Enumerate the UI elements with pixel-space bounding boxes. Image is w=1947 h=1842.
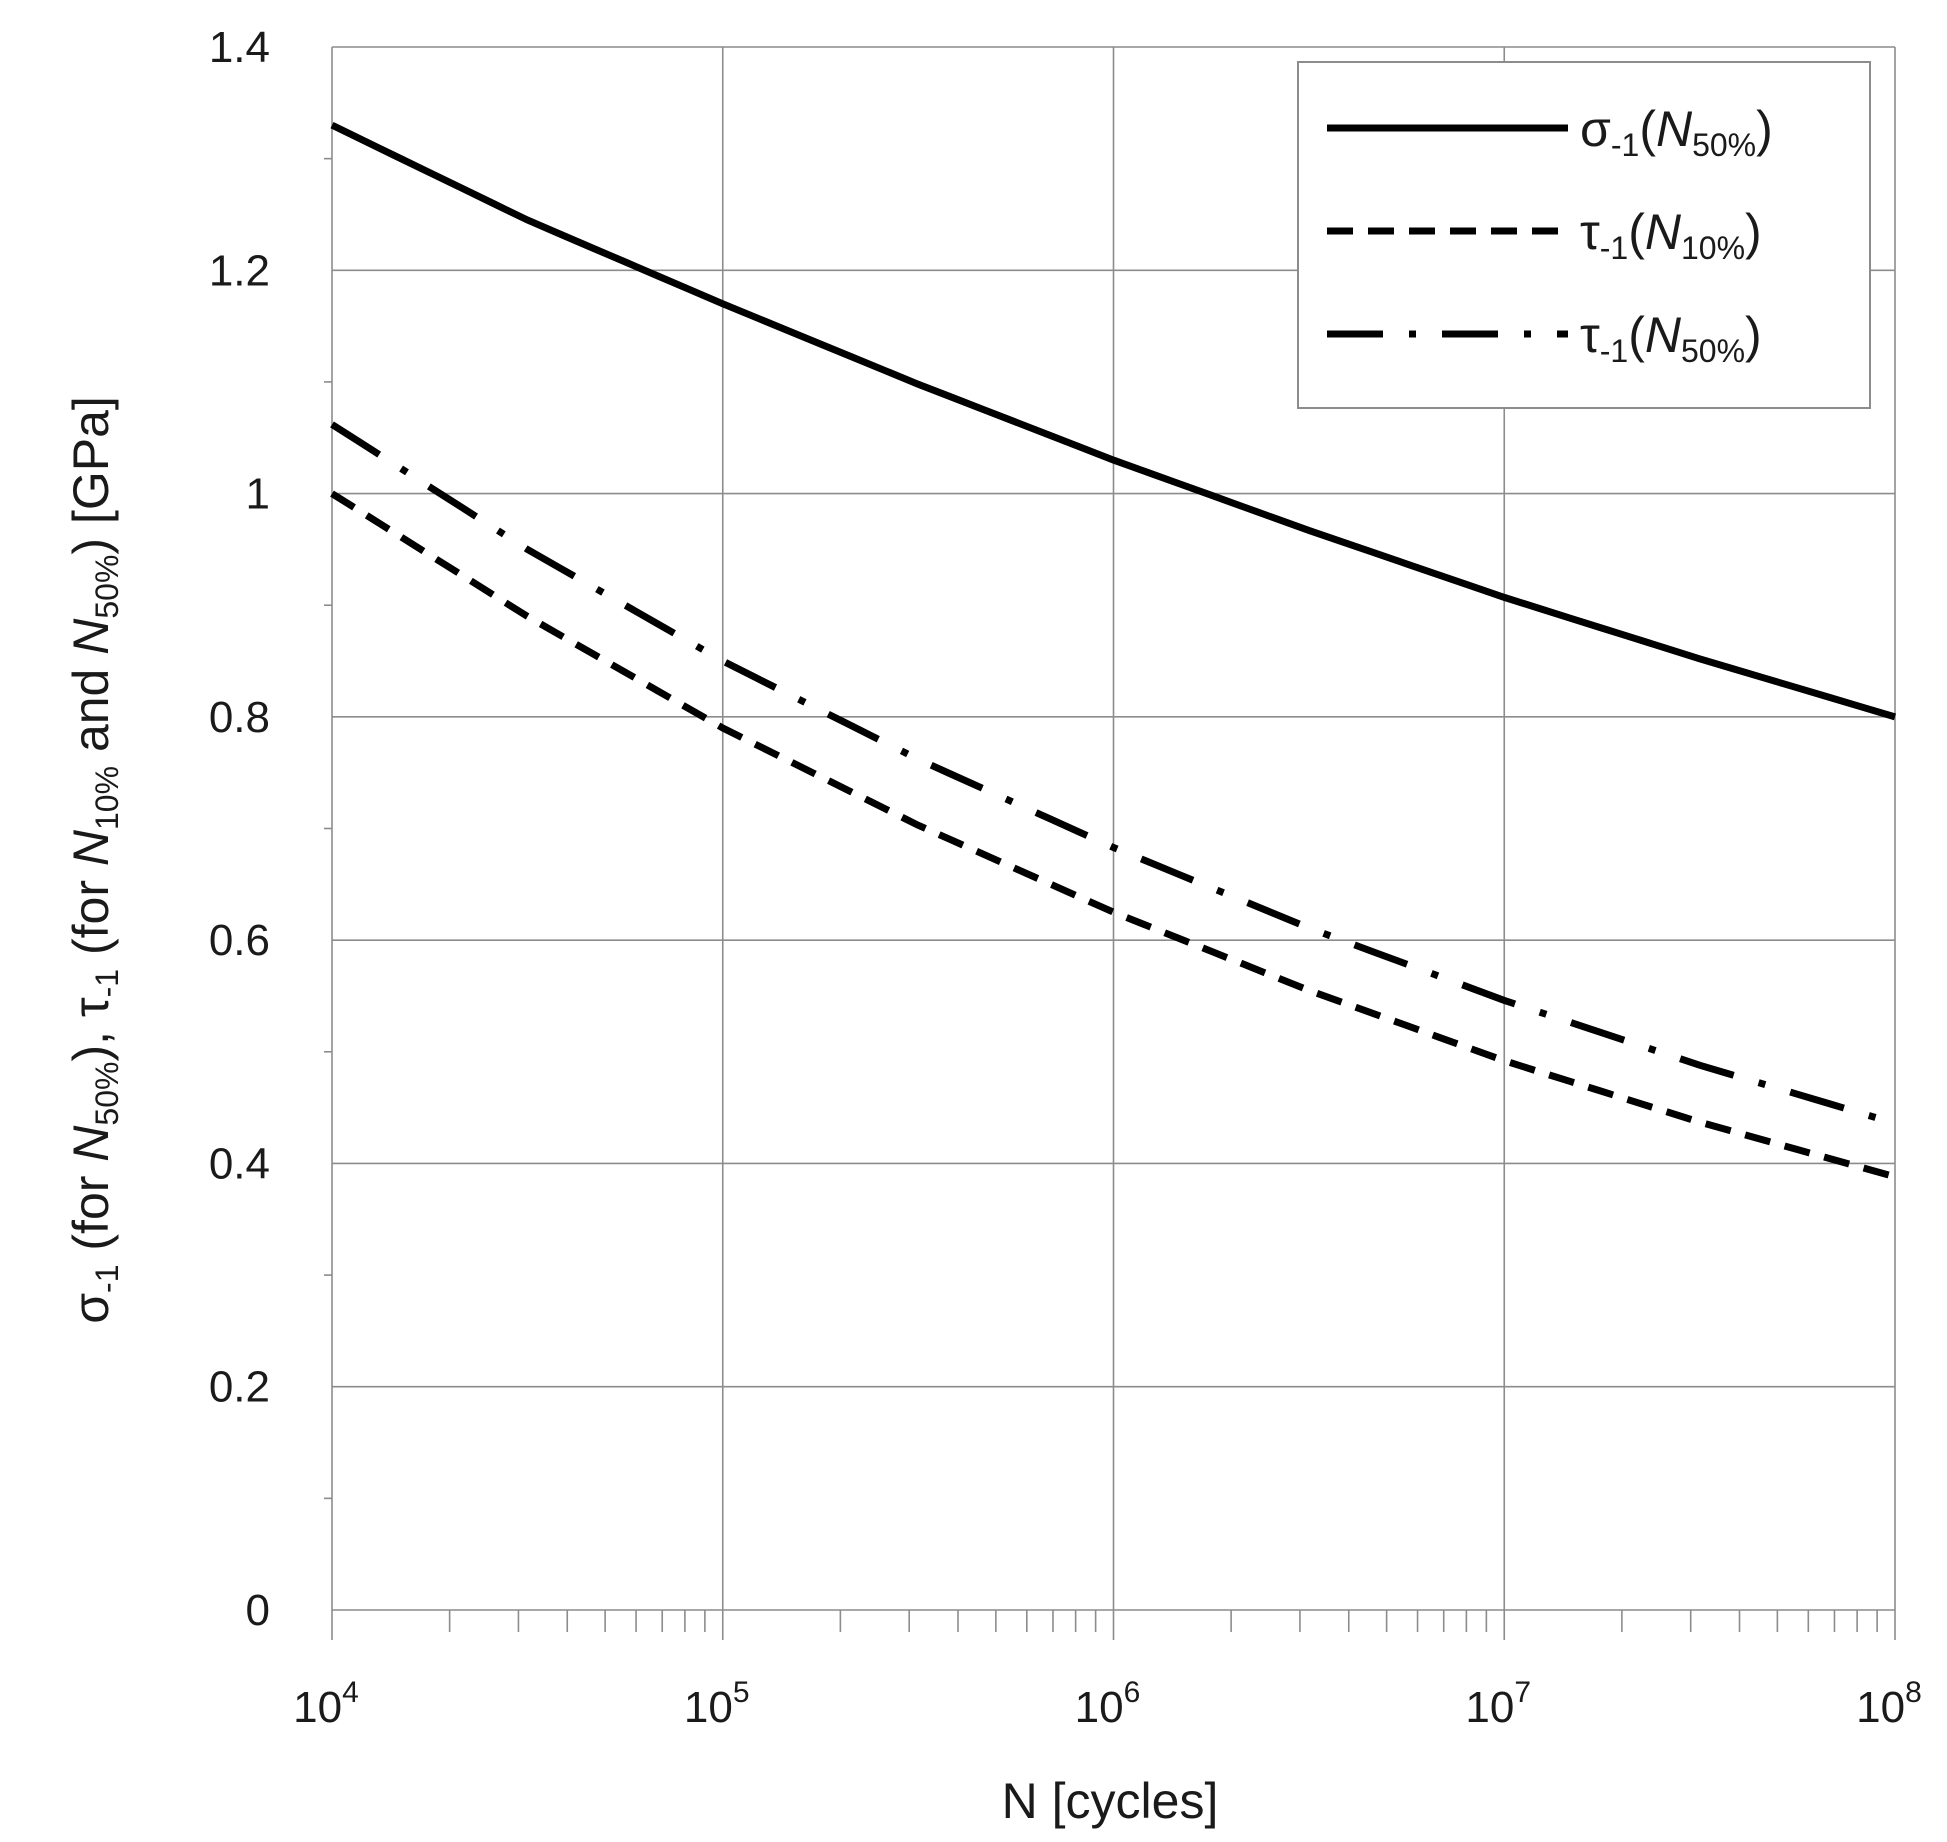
series-line-3 <box>330 421 1896 1127</box>
legend-label-3: τ-1(N50%) <box>1580 307 1762 369</box>
y-tick-label: 1 <box>246 470 270 519</box>
y-tick-labels: 0 0.2 0.4 0.6 0.8 1 1.2 1.4 <box>209 23 270 1635</box>
series-line-1 <box>330 121 1896 721</box>
x-tick-label: 105 <box>684 1676 750 1732</box>
x-tick-label: 104 <box>293 1676 359 1732</box>
x-axis-title: N [cycles] <box>1002 1773 1219 1829</box>
legend: σ-1(N50%) τ-1(N10%) τ-1(N50%) <box>1297 61 1871 409</box>
legend-label-1: σ-1(N50%) <box>1580 101 1773 163</box>
y-tick-label: 0 <box>246 1586 270 1635</box>
series-line-2 <box>330 490 1896 1181</box>
y-tick-label: 0.2 <box>209 1363 270 1412</box>
x-tick-label: 108 <box>1856 1676 1922 1732</box>
y-tick-label: 0.4 <box>209 1139 270 1188</box>
y-tick-label: 0.6 <box>209 916 270 965</box>
y-tick-label: 1.4 <box>209 23 270 72</box>
series-layer <box>330 121 1896 1181</box>
y-axis-title: σ-1 (for N50%), τ-1 (for N10% and N50%) … <box>63 396 125 1324</box>
legend-box <box>1297 61 1871 409</box>
x-tick-labels: 104 105 106 107 108 <box>293 1676 1922 1732</box>
legend-label-2: τ-1(N10%) <box>1580 204 1762 266</box>
x-tick-label: 106 <box>1075 1676 1141 1732</box>
x-tick-label: 107 <box>1465 1676 1531 1732</box>
minor-ticks <box>324 157 1878 1632</box>
y-tick-label: 1.2 <box>209 246 270 295</box>
y-tick-label: 0.8 <box>209 693 270 742</box>
